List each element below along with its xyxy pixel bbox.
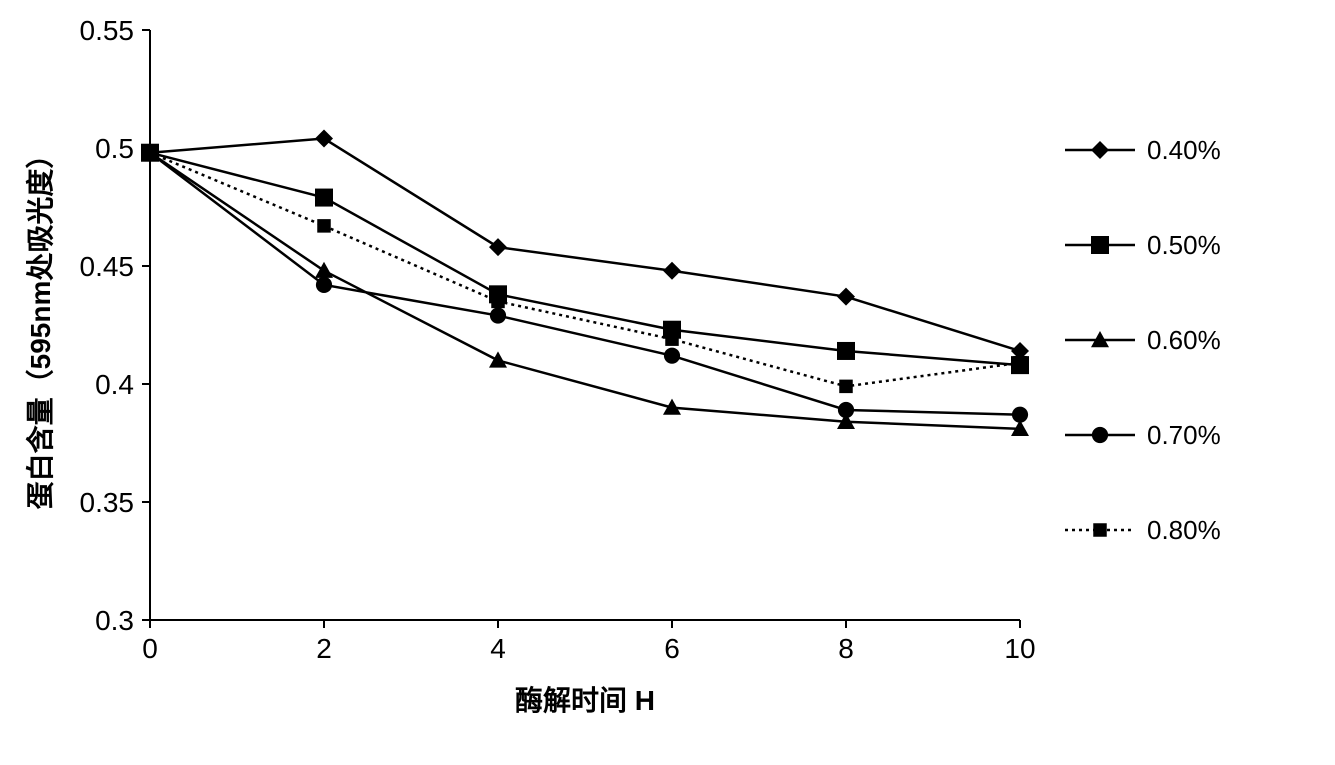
y-tick-label: 0.35	[80, 487, 135, 518]
legend-label: 0.80%	[1147, 515, 1221, 545]
x-tick-label: 8	[838, 633, 854, 664]
x-tick-label: 2	[316, 633, 332, 664]
y-tick-label: 0.3	[95, 605, 134, 636]
chart-container: 0.3 0.35 0.4 0.45 0.5 0.55 0 2 4 6 8 10 酶解时间 H 蛋白含量（5…	[0, 0, 1335, 765]
y-tick-label: 0.4	[95, 369, 134, 400]
x-tick-label: 6	[664, 633, 680, 664]
y-tick-label: 0.45	[80, 251, 135, 282]
x-tick-label: 4	[490, 633, 506, 664]
line-chart: 0.3 0.35 0.4 0.45 0.5 0.55 0 2 4 6 8 10 酶解时间 H 蛋白含量（5…	[0, 0, 1335, 765]
x-tick-label: 10	[1004, 633, 1035, 664]
y-tick-label: 0.5	[95, 133, 134, 164]
y-tick-label: 0.55	[80, 15, 135, 46]
legend-label: 0.40%	[1147, 135, 1221, 165]
legend-label: 0.50%	[1147, 230, 1221, 260]
x-axis-label: 酶解时间 H	[515, 685, 655, 716]
legend-label: 0.70%	[1147, 420, 1221, 450]
y-axis-label: 蛋白含量（595nm处吸光度）	[24, 141, 56, 510]
x-tick-label: 0	[142, 633, 158, 664]
legend-label: 0.60%	[1147, 325, 1221, 355]
